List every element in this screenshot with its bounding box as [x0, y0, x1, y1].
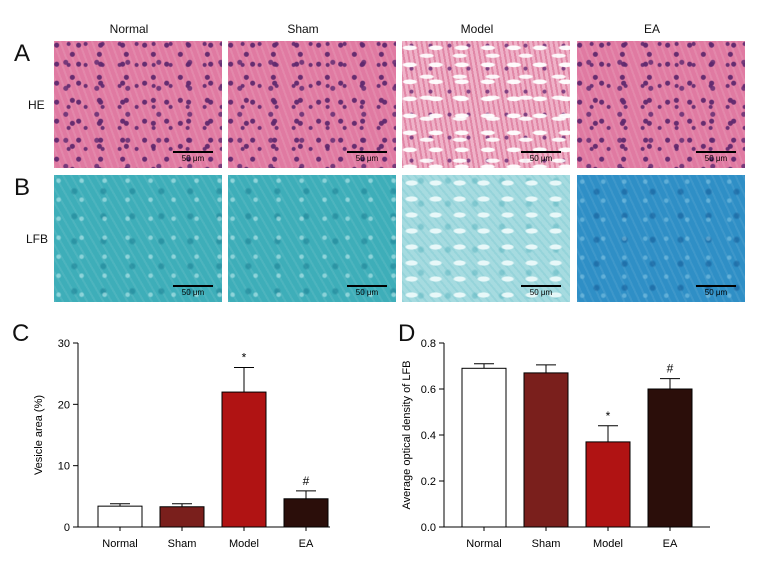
scale-bar-label: 50 μm [355, 288, 379, 297]
chart-d-significance-mark: # [667, 362, 674, 376]
scale-bar: 50 μm [521, 151, 561, 163]
micrograph-he-normal: 50 μm [54, 41, 222, 168]
column-label-ea: EA [643, 22, 660, 36]
chart-c-bar [221, 391, 267, 528]
chart-d-x-tick-label: Normal [466, 538, 501, 550]
scale-bar: 50 μm [173, 151, 213, 163]
micrograph-he-ea: 50 μm [577, 41, 745, 168]
scale-bar-label: 50 μm [181, 288, 205, 297]
chart-d-y-tick-label: 0.8 [421, 338, 436, 350]
scale-bar: 50 μm [347, 285, 387, 297]
chart-d-bar [523, 372, 569, 528]
panel-letter-b: B [14, 174, 31, 201]
chart-c-x-tick-label: Normal [102, 538, 137, 550]
chart-c-bar [97, 505, 143, 528]
chart-d-bar [461, 367, 507, 528]
chart-d-bar [647, 388, 693, 528]
chart-c-significance-mark: # [303, 474, 310, 488]
column-label-sham: Sham [287, 22, 319, 36]
chart-c-bar [283, 498, 329, 528]
chart-c-x-tick-label: EA [299, 538, 314, 550]
chart-c-y-tick-label: 20 [58, 399, 70, 411]
row-label-he: HE [28, 98, 45, 112]
micrograph-lfb-ea: 50 μm [577, 175, 745, 302]
chart-d-y-tick-label: 0.6 [421, 384, 436, 396]
panel-letter-d: D [398, 320, 416, 347]
scale-bar-label: 50 μm [181, 154, 205, 163]
scale-bar-label: 50 μm [529, 288, 553, 297]
chart-d-bar [585, 441, 631, 528]
chart-c-x-tick-label: Model [229, 538, 259, 550]
chart-d-y-tick-label: 0.4 [421, 430, 436, 442]
row-label-lfb: LFB [26, 232, 49, 246]
panel-letter-c: C [12, 320, 30, 347]
chart-d-significance-mark: * [606, 409, 611, 423]
scale-bar: 50 μm [347, 151, 387, 163]
chart-d-x-tick-label: Model [593, 538, 623, 550]
chart-c-y-tick-label: 10 [58, 461, 70, 473]
chart-c-significance-mark: * [242, 351, 247, 365]
chart-c-x-tick-label: Sham [168, 538, 197, 550]
panel-letter-a: A [14, 40, 31, 67]
scale-bar-label: 50 μm [355, 154, 379, 163]
chart-c-y-tick-label: 0 [64, 522, 70, 534]
chart-c-y-tick-label: 30 [58, 338, 70, 350]
scale-bar-label: 50 μm [704, 288, 728, 297]
chart-c-bar [159, 506, 205, 528]
micrograph-lfb-model: 50 μm [402, 175, 570, 302]
micrograph-he-model: 50 μm [402, 41, 570, 168]
micrograph-lfb-normal: 50 μm [54, 175, 222, 302]
scale-bar: 50 μm [696, 151, 736, 163]
micrograph-lfb-sham: 50 μm [228, 175, 396, 302]
chart-d-y-tick-label: 0.2 [421, 476, 436, 488]
scale-bar-label: 50 μm [529, 154, 553, 163]
chart-d-y-tick-label: 0.0 [421, 522, 436, 534]
scale-bar: 50 μm [173, 285, 213, 297]
column-label-normal: Normal [109, 22, 149, 36]
scale-bar: 50 μm [696, 285, 736, 297]
chart-d-x-tick-label: Sham [532, 538, 561, 550]
chart-d-y-axis-label: Average optical density of LFB [401, 361, 413, 510]
chart-c-y-axis-label: Vesicle area (%) [33, 395, 45, 475]
scale-bar: 50 μm [521, 285, 561, 297]
scale-bar-label: 50 μm [704, 154, 728, 163]
micrograph-he-sham: 50 μm [228, 41, 396, 168]
column-label-model: Model [460, 22, 494, 36]
chart-d-x-tick-label: EA [663, 538, 678, 550]
